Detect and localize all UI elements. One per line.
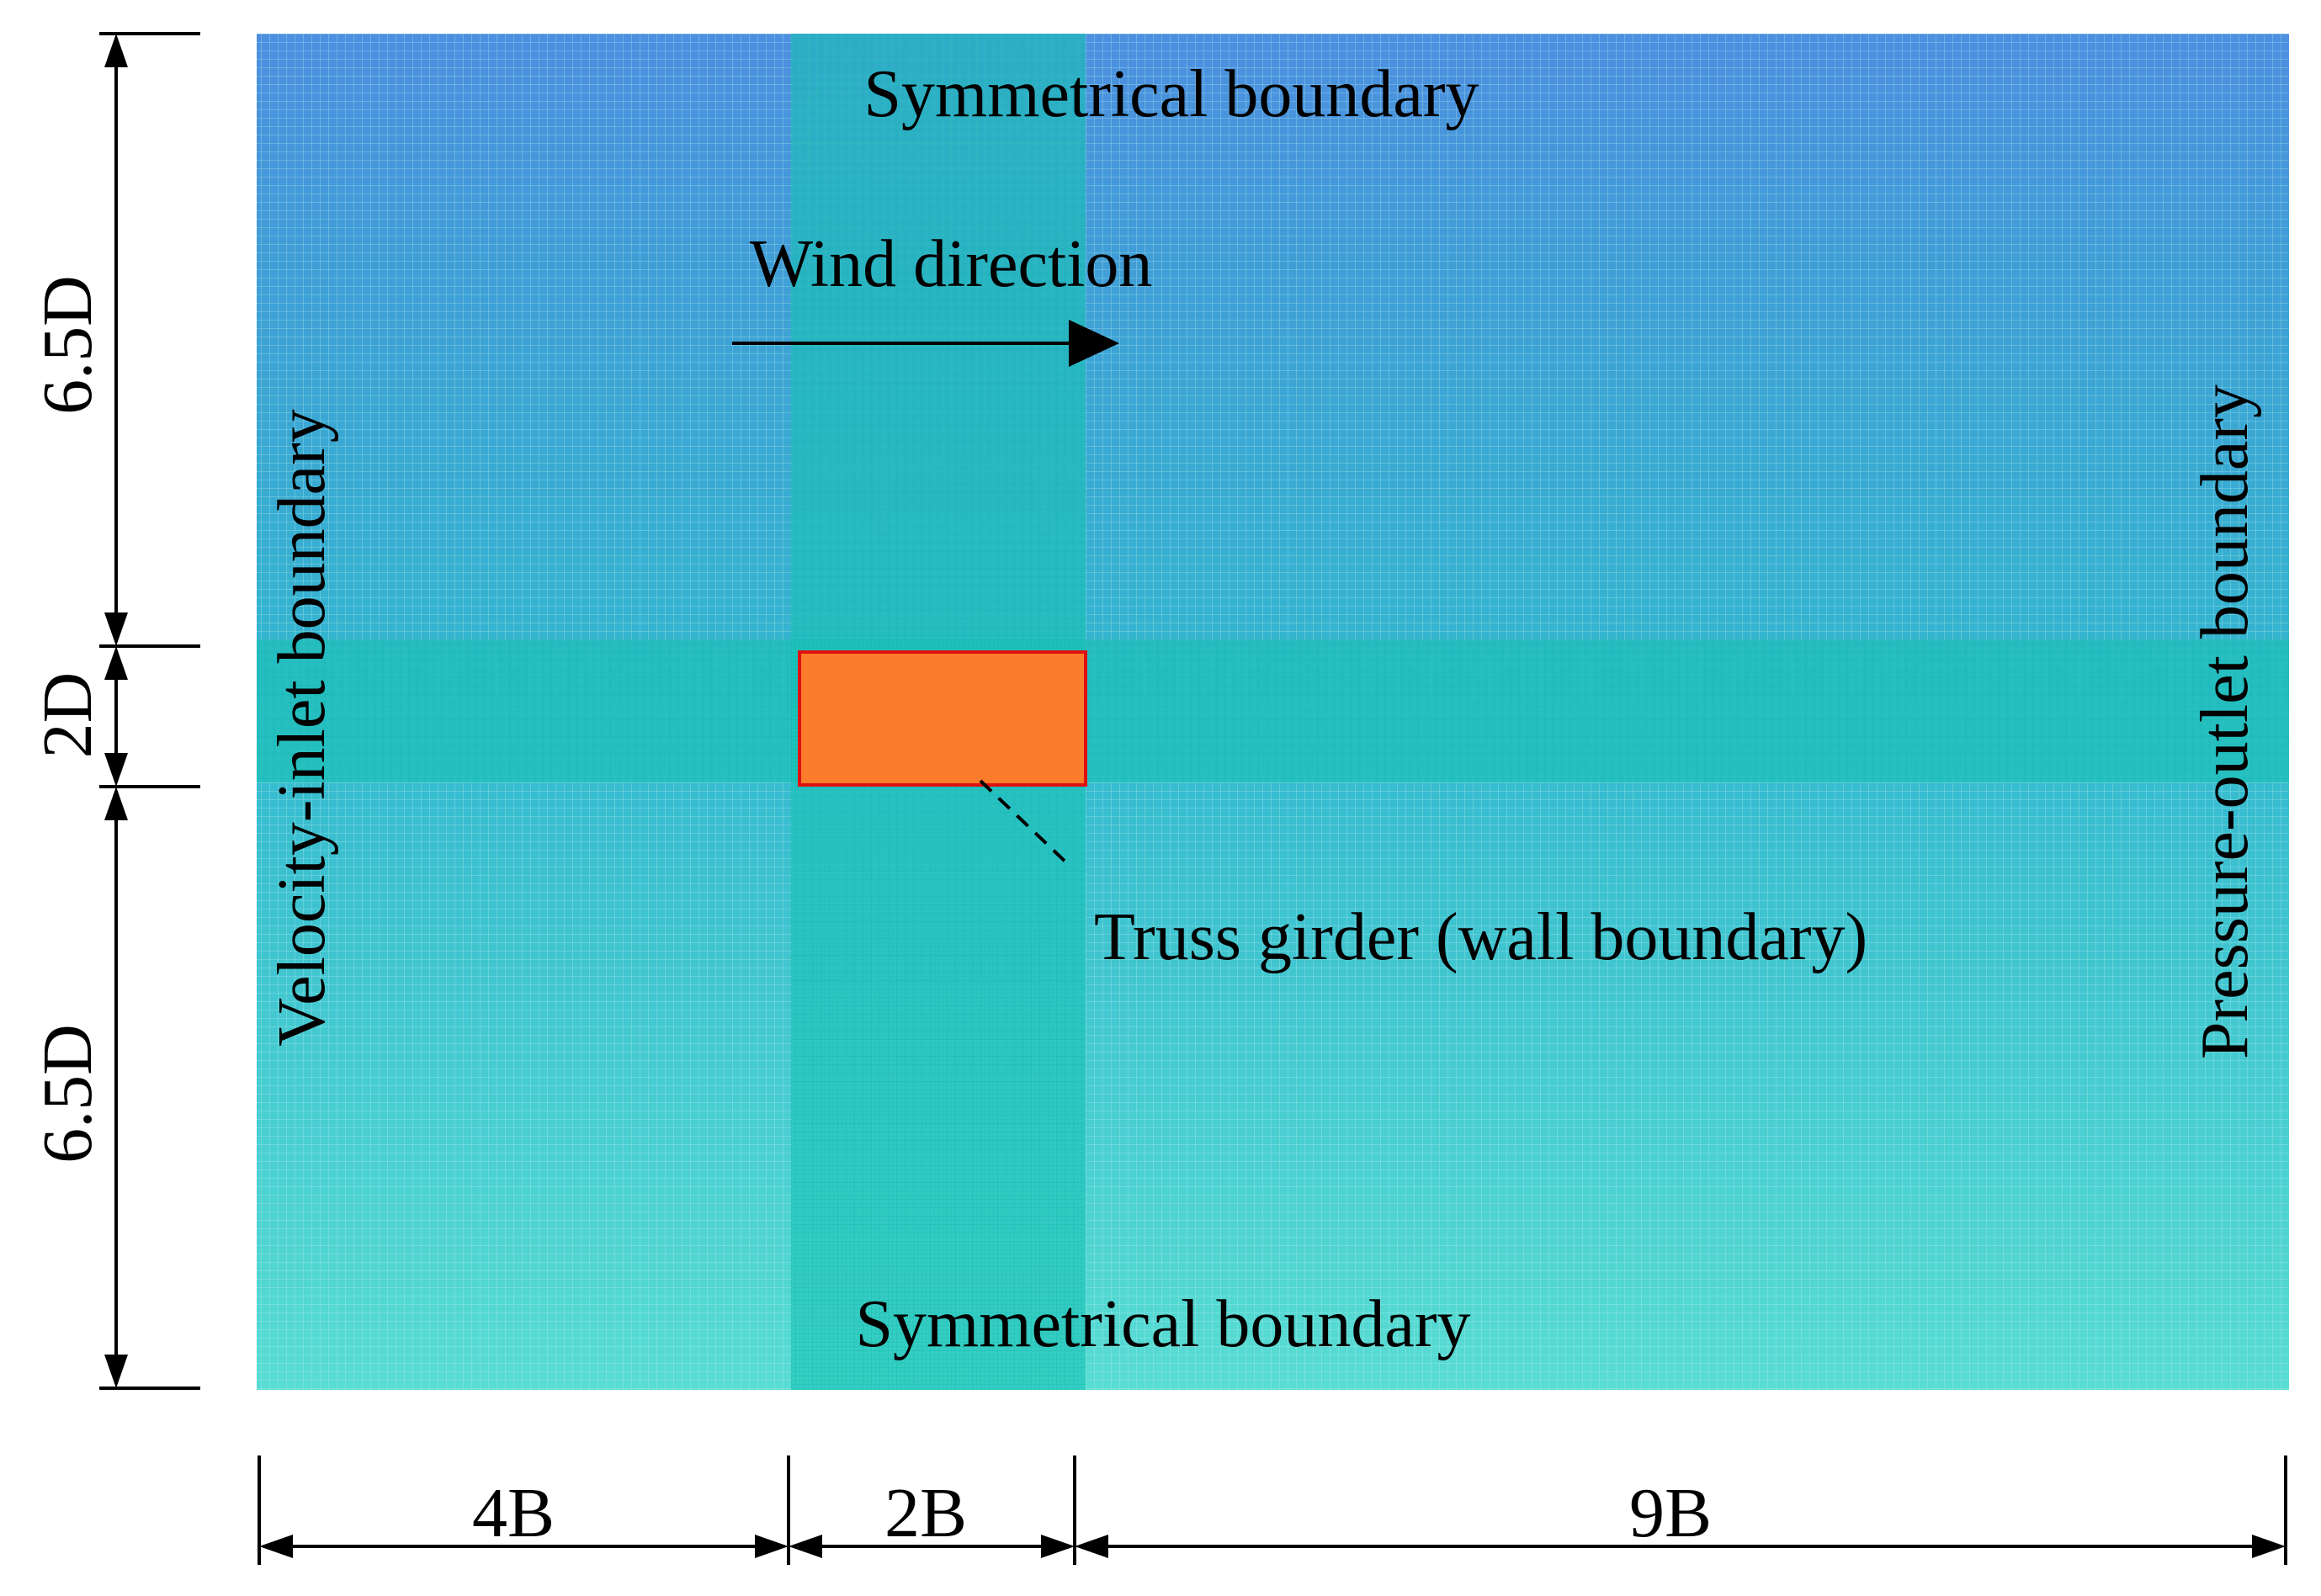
outlet-boundary-label: Pressure-outlet boundary [2188, 384, 2262, 1059]
dim-lower-height: 6.5D [29, 1024, 107, 1164]
refined-grid-horizontal [257, 639, 2289, 782]
wind-direction-label: Wind direction [750, 227, 1153, 301]
horizontal-arrowheads [259, 1535, 2286, 1558]
truss-girder [798, 650, 1087, 787]
inlet-boundary-label: Velocity-inlet boundary [265, 409, 339, 1047]
dim-downstream-width: 9B [1629, 1474, 1712, 1552]
dim-upper-height: 6.5D [29, 275, 107, 415]
vertical-dimensions [99, 32, 200, 1390]
girder-label: Truss girder (wall boundary) [1094, 900, 1867, 974]
top-boundary-label: Symmetrical boundary [864, 57, 1479, 131]
vertical-arrowheads [104, 34, 128, 1388]
mesh-domain [257, 34, 2289, 1390]
horizontal-dimensions [258, 1455, 2287, 1565]
bottom-boundary-label: Symmetrical boundary [856, 1287, 1471, 1361]
dim-upstream-width: 4B [472, 1474, 555, 1552]
dim-girder-width: 2B [884, 1474, 967, 1552]
girder-leader-line [979, 779, 1070, 867]
wind-arrowhead [1069, 320, 1119, 367]
dim-girder-height: 2D [29, 672, 107, 759]
